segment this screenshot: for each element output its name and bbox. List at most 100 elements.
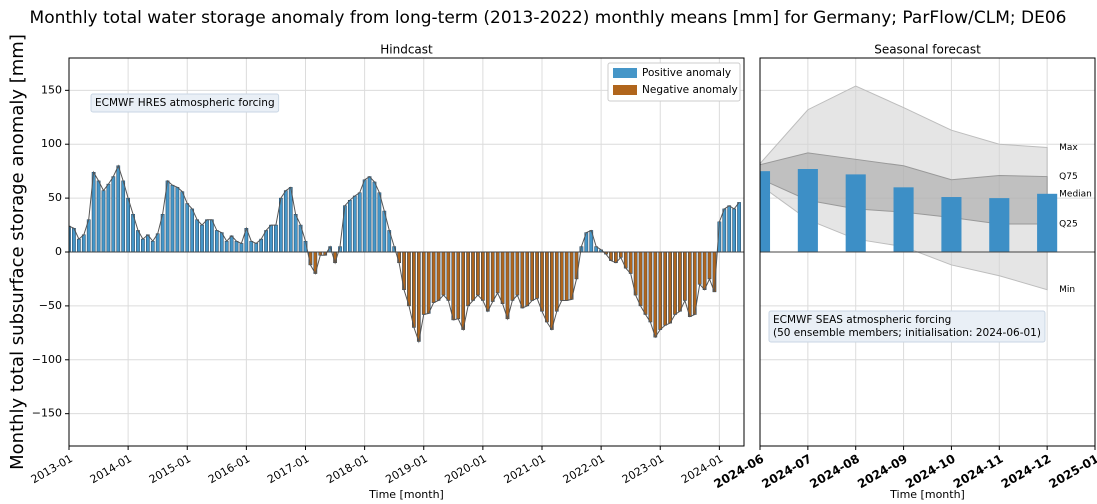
legend-box bbox=[607, 62, 741, 102]
annotation: ECMWF HRES atmospheric forcing bbox=[95, 97, 275, 109]
bar bbox=[500, 251, 505, 304]
bar bbox=[687, 251, 692, 317]
annotation-box bbox=[768, 310, 1046, 343]
bar bbox=[446, 251, 451, 301]
x-tick-label: 2024-11 bbox=[951, 452, 1006, 492]
bar bbox=[628, 251, 633, 274]
bar bbox=[638, 251, 643, 307]
panel-title: Seasonal forecast bbox=[874, 43, 981, 57]
y-axis-label: Monthly total subsurface storage anomaly… bbox=[7, 34, 28, 470]
bar bbox=[185, 203, 190, 253]
bar bbox=[259, 238, 264, 253]
x-tick-label: 2024-07 bbox=[759, 452, 814, 492]
bar bbox=[490, 251, 495, 302]
bar bbox=[525, 251, 530, 307]
bar bbox=[540, 251, 544, 312]
bar bbox=[106, 183, 111, 253]
bar bbox=[549, 251, 554, 330]
bar bbox=[476, 251, 480, 296]
bar bbox=[155, 233, 160, 253]
bar bbox=[131, 214, 135, 253]
bar bbox=[254, 243, 259, 253]
median-bar bbox=[893, 187, 914, 252]
bar bbox=[648, 251, 653, 323]
bar bbox=[643, 251, 648, 315]
legend-swatch bbox=[613, 85, 637, 95]
bar bbox=[461, 251, 466, 330]
bar bbox=[293, 214, 298, 253]
bar bbox=[126, 197, 130, 253]
x-tick-label: 2014-01 bbox=[88, 452, 134, 486]
bar bbox=[288, 187, 293, 253]
bar bbox=[505, 251, 510, 320]
bar bbox=[466, 251, 470, 307]
x-tick-label: 2018-01 bbox=[324, 452, 370, 486]
y-tick-label: 100 bbox=[41, 137, 62, 150]
bar bbox=[372, 181, 377, 253]
bar bbox=[702, 251, 707, 290]
x-tick-label: 2020-01 bbox=[443, 452, 489, 486]
median-bar bbox=[941, 197, 962, 252]
bar bbox=[456, 251, 461, 320]
x-tick-label: 2023-01 bbox=[620, 452, 666, 486]
bar bbox=[722, 208, 727, 253]
bar bbox=[367, 176, 372, 253]
bar bbox=[653, 251, 658, 338]
bar bbox=[283, 190, 288, 253]
bar bbox=[668, 251, 672, 324]
x-tick-label: 2016-01 bbox=[206, 452, 252, 486]
x-tick-label: 2024-12 bbox=[999, 452, 1054, 492]
bar bbox=[451, 251, 456, 321]
bar bbox=[200, 224, 204, 253]
annotation-line: (50 ensemble members; initialisation: 20… bbox=[773, 327, 1041, 339]
bar bbox=[116, 165, 121, 253]
legend-swatch bbox=[613, 68, 637, 78]
bar bbox=[481, 251, 485, 301]
x-tick-label: 2021-01 bbox=[502, 452, 548, 486]
panel-title: Hindcast bbox=[380, 43, 433, 57]
y-tick-label: −50 bbox=[39, 299, 62, 312]
bar bbox=[678, 251, 682, 312]
bar bbox=[554, 251, 559, 312]
bar bbox=[663, 251, 668, 326]
anomaly-line bbox=[69, 164, 740, 344]
bar bbox=[426, 251, 431, 314]
bar bbox=[727, 205, 732, 253]
y-tick-label: −150 bbox=[32, 407, 62, 420]
bar bbox=[347, 200, 352, 253]
bar bbox=[673, 251, 677, 315]
bar bbox=[141, 238, 145, 253]
x-tick-label: 2024-08 bbox=[807, 452, 862, 492]
bar bbox=[264, 230, 268, 253]
series-label: Max bbox=[1059, 143, 1078, 153]
series-label: Q25 bbox=[1059, 219, 1078, 229]
bar bbox=[224, 240, 229, 253]
bar bbox=[520, 251, 525, 309]
bar bbox=[618, 251, 623, 258]
legend-label: Positive anomaly bbox=[642, 67, 731, 79]
bar bbox=[249, 240, 254, 253]
bar bbox=[732, 208, 736, 253]
bar bbox=[234, 240, 239, 253]
series-label: Q75 bbox=[1059, 172, 1078, 182]
y-tick-label: 50 bbox=[48, 191, 62, 204]
bar bbox=[96, 180, 101, 253]
x-tick-label: 2022-01 bbox=[561, 452, 607, 486]
bar bbox=[707, 251, 712, 280]
bar bbox=[214, 230, 219, 253]
bar bbox=[239, 243, 244, 253]
bar bbox=[471, 251, 475, 301]
y-tick-label: 150 bbox=[41, 83, 62, 96]
bar bbox=[77, 238, 81, 253]
x-tick-label: 2013-01 bbox=[29, 452, 75, 486]
median-bar bbox=[760, 171, 771, 252]
plot-frame bbox=[759, 57, 1096, 447]
bar bbox=[530, 251, 534, 301]
bar bbox=[229, 235, 234, 253]
x-tick-label: 2024-10 bbox=[903, 452, 958, 492]
bar bbox=[495, 251, 500, 294]
bar bbox=[412, 251, 416, 328]
bar bbox=[274, 224, 278, 253]
legend-label: Negative anomaly bbox=[642, 84, 738, 96]
